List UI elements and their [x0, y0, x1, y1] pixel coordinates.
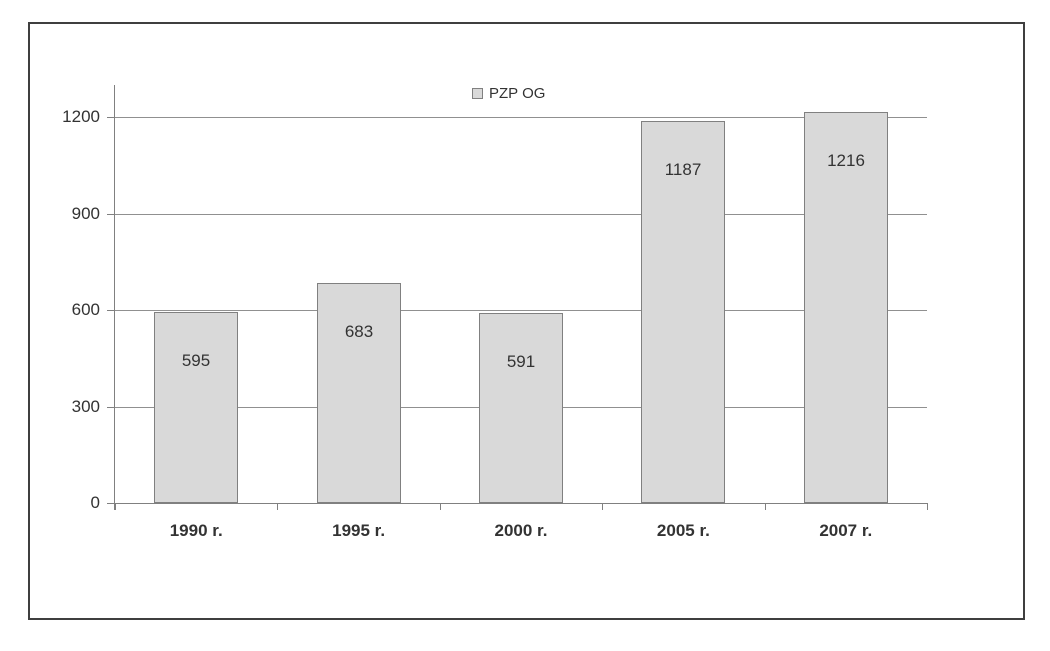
gridline	[115, 213, 927, 215]
bar-value-label: 1187	[664, 160, 702, 179]
x-axis-tick	[440, 503, 441, 510]
y-axis-tick	[107, 310, 115, 312]
x-axis-category-label: 1990 r.	[169, 521, 223, 540]
legend: PZP OG	[472, 85, 545, 102]
bar: 595	[154, 312, 238, 503]
bar: 1216	[804, 112, 888, 503]
bar: 683	[317, 283, 401, 503]
bar: 591	[479, 313, 563, 503]
x-axis-tick	[765, 503, 766, 510]
y-axis-line	[114, 85, 115, 510]
bar-value-label: 595	[181, 351, 211, 370]
x-axis-tick	[277, 503, 278, 510]
y-axis-tick-label: 600	[71, 300, 100, 320]
bar-value-label: 1216	[827, 151, 865, 170]
bar: 1187	[641, 121, 725, 503]
x-axis-category-label: 2007 r.	[819, 521, 873, 540]
x-axis-category-label: 1995 r.	[332, 521, 386, 540]
y-axis-tick-label: 1200	[62, 107, 100, 127]
y-axis-tick-label: 900	[71, 203, 100, 223]
bar-value-label: 683	[344, 322, 374, 341]
x-axis-tick	[927, 503, 928, 510]
gridline	[115, 310, 927, 312]
y-axis-tick-label: 300	[71, 396, 100, 416]
x-axis-tick	[602, 503, 603, 510]
y-axis-tick	[107, 117, 115, 119]
x-axis-tick	[115, 503, 116, 510]
x-axis-category-label: 2000 r.	[494, 521, 548, 540]
plot-area: 595 683 591 1187 1216	[107, 85, 928, 510]
legend-swatch-icon	[472, 88, 483, 99]
gridline	[115, 117, 927, 119]
y-axis-tick	[107, 503, 115, 504]
x-axis-category-label: 2005 r.	[656, 521, 710, 540]
bar-value-label: 591	[506, 352, 536, 371]
y-axis-tick-label: 0	[90, 493, 100, 512]
y-axis-tick	[107, 213, 115, 215]
y-axis-tick	[107, 406, 115, 408]
x-axis-line	[115, 503, 927, 504]
legend-label: PZP OG	[489, 85, 546, 102]
